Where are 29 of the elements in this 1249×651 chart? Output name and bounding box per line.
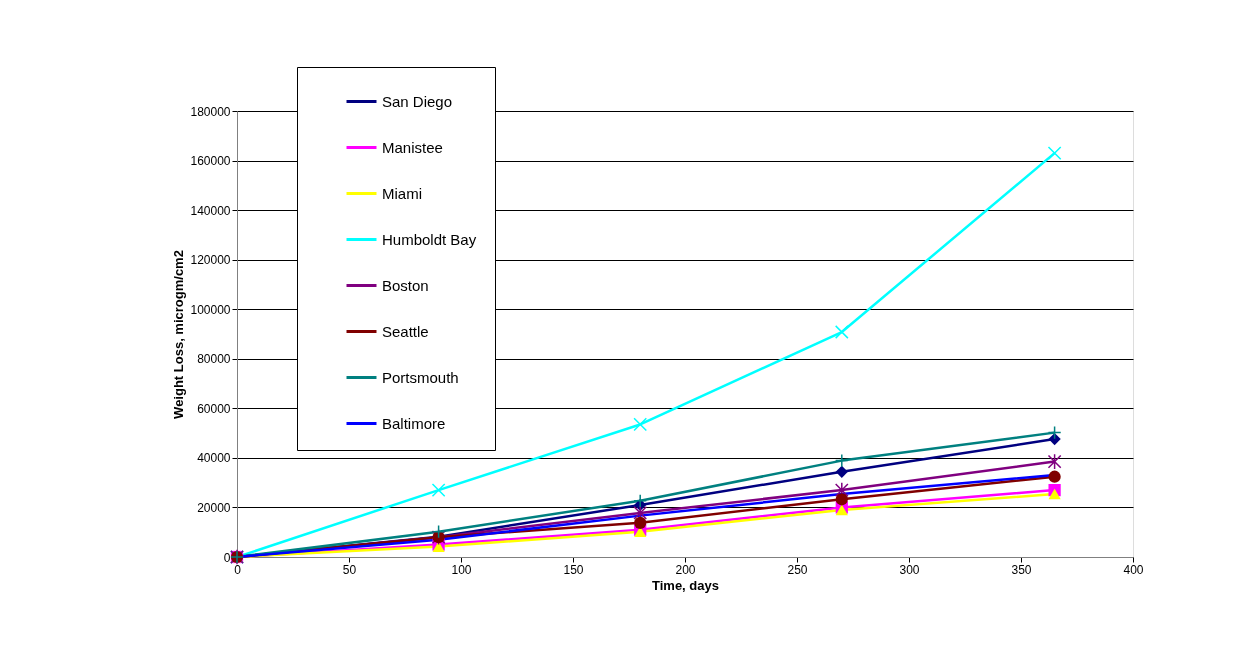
y-axis-title: Weight Loss, microgm/cm2 <box>171 250 187 419</box>
x-tick-label: 100 <box>451 562 472 577</box>
y-tick-label: 180000 <box>190 104 231 119</box>
legend-label: Baltimore <box>382 414 446 432</box>
legend-label: San Diego <box>382 92 453 110</box>
x-tick-label: 50 <box>342 562 357 577</box>
x-tick-label: 300 <box>899 562 920 577</box>
legend-label: Manistee <box>382 138 443 156</box>
x-tick-label: 150 <box>563 562 584 577</box>
legend-label: Boston <box>382 276 429 294</box>
legend-label: Miami <box>382 184 422 202</box>
x-tick-label: 200 <box>675 562 696 577</box>
x-tick-label: 0 <box>234 562 242 577</box>
x-axis-title: Time, days <box>652 577 719 593</box>
y-tick-label: 100000 <box>190 302 231 317</box>
y-tick-label: 160000 <box>190 154 231 169</box>
x-tick-label: 250 <box>787 562 808 577</box>
legend-label: Seattle <box>382 322 429 340</box>
x-tick-label: 400 <box>1123 562 1144 577</box>
y-tick-label: 0 <box>223 550 231 565</box>
x-tick-label: 350 <box>1011 562 1032 577</box>
y-tick-label: 140000 <box>190 203 231 218</box>
y-tick-label: 20000 <box>197 500 231 515</box>
legend-label: Humboldt Bay <box>382 230 477 248</box>
y-tick-label: 60000 <box>197 401 231 416</box>
y-tick-label: 80000 <box>197 352 231 367</box>
y-tick-label: 120000 <box>190 253 231 268</box>
y-tick-label: 40000 <box>197 451 231 466</box>
legend-label: Portsmouth <box>382 368 459 386</box>
